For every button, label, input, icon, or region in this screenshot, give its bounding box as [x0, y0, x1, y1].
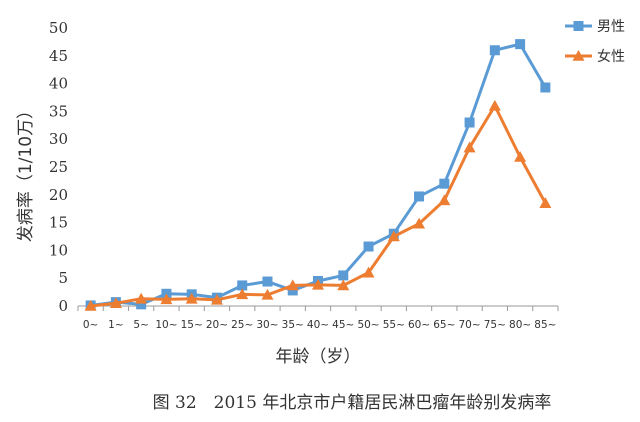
series-2-point [362, 266, 375, 278]
y-axis-title: 发病率（1/10万） [16, 102, 36, 242]
series-2-point [109, 297, 122, 309]
x-axis-ticks: 0~ 1~ 5~ 10~ 15~ 20~ 25~ 30~ 35~ 40~ 45~ 50~ 55~ 60~ 6… [77, 306, 559, 331]
x-tick-label: 55~ [383, 319, 405, 331]
series-1-point [262, 276, 273, 287]
x-tick-label: 50~ [357, 319, 379, 331]
series-2-point [438, 194, 451, 206]
y-tick-label: 5 [58, 269, 68, 287]
y-tick-label: 45 [49, 47, 68, 65]
series-1-point [439, 178, 450, 189]
series-2-point [210, 293, 223, 305]
series-2-point [387, 230, 400, 242]
series-2-point [185, 292, 198, 304]
figure-caption: 图 32 2015 年北京市户籍居民淋巴瘤年龄别发病率 [153, 393, 552, 413]
series-1-point [287, 285, 298, 296]
series-2-point [488, 99, 501, 111]
series-1 [85, 39, 551, 311]
x-tick-label: 25~ [231, 319, 253, 331]
series-2-point [514, 150, 527, 162]
series-1-point [338, 270, 349, 281]
x-tick-label: 70~ [458, 319, 480, 331]
y-tick-label: 0 [58, 297, 68, 315]
y-tick-label: 15 [49, 214, 68, 232]
y-tick-label: 30 [49, 130, 68, 148]
series-1-point [489, 45, 500, 56]
series-1-point [136, 299, 147, 310]
y-tick-label: 20 [49, 186, 68, 204]
series-2-point [261, 288, 274, 300]
x-tick-label: 15~ [181, 319, 203, 331]
y-axis-ticks: 0 5 10 15 20 25 30 35 40 45 50 [49, 19, 68, 315]
x-tick-label: 85~ [534, 319, 556, 331]
series-2-line [90, 104, 547, 308]
series-1-point [237, 280, 248, 291]
series-layer [84, 39, 552, 311]
series-2 [84, 99, 552, 311]
series-1-point [464, 117, 475, 128]
x-axis-title: 年龄（岁） [276, 347, 361, 367]
x-tick-label: 40~ [307, 319, 329, 331]
series-1-line [90, 42, 547, 307]
y-tick-label: 50 [49, 19, 68, 37]
x-tick-label: 65~ [433, 319, 455, 331]
x-tick-label: 1~ [108, 319, 123, 331]
series-2-point [337, 279, 350, 291]
legend-label-2: 女性 [597, 48, 625, 65]
x-tick-label: 20~ [206, 319, 228, 331]
y-tick-label: 25 [49, 158, 68, 176]
y-tick-label: 35 [49, 102, 68, 120]
series-1-point [540, 82, 551, 93]
x-tick-label: 5~ [133, 319, 148, 331]
y-tick-label: 40 [49, 75, 68, 93]
series-1-point [414, 191, 425, 202]
series-2-point [160, 293, 173, 305]
series-1-point [363, 241, 374, 252]
series-2-point [286, 279, 299, 291]
legend-label-1: 男性 [597, 19, 625, 35]
series-2-point [539, 197, 552, 208]
series-2-point [463, 141, 476, 153]
x-tick-label: 60~ [408, 319, 430, 331]
x-tick-label: 30~ [256, 319, 278, 331]
x-tick-label: 45~ [332, 319, 354, 331]
x-tick-label: 0~ [83, 319, 98, 331]
series-2-point [236, 288, 249, 300]
legend-marker-2 [572, 50, 585, 61]
series-2-point [84, 300, 97, 311]
series-1-point [515, 39, 526, 50]
x-tick-label: 75~ [484, 319, 506, 331]
x-tick-label: 10~ [155, 319, 177, 331]
legend-marker-1 [573, 21, 584, 31]
y-tick-label: 10 [49, 241, 68, 259]
series-2-point [135, 292, 148, 304]
series-2-point [413, 217, 426, 229]
series-2-point [312, 278, 324, 290]
x-tick-label: 80~ [509, 319, 531, 331]
x-tick-label: 35~ [282, 319, 304, 331]
